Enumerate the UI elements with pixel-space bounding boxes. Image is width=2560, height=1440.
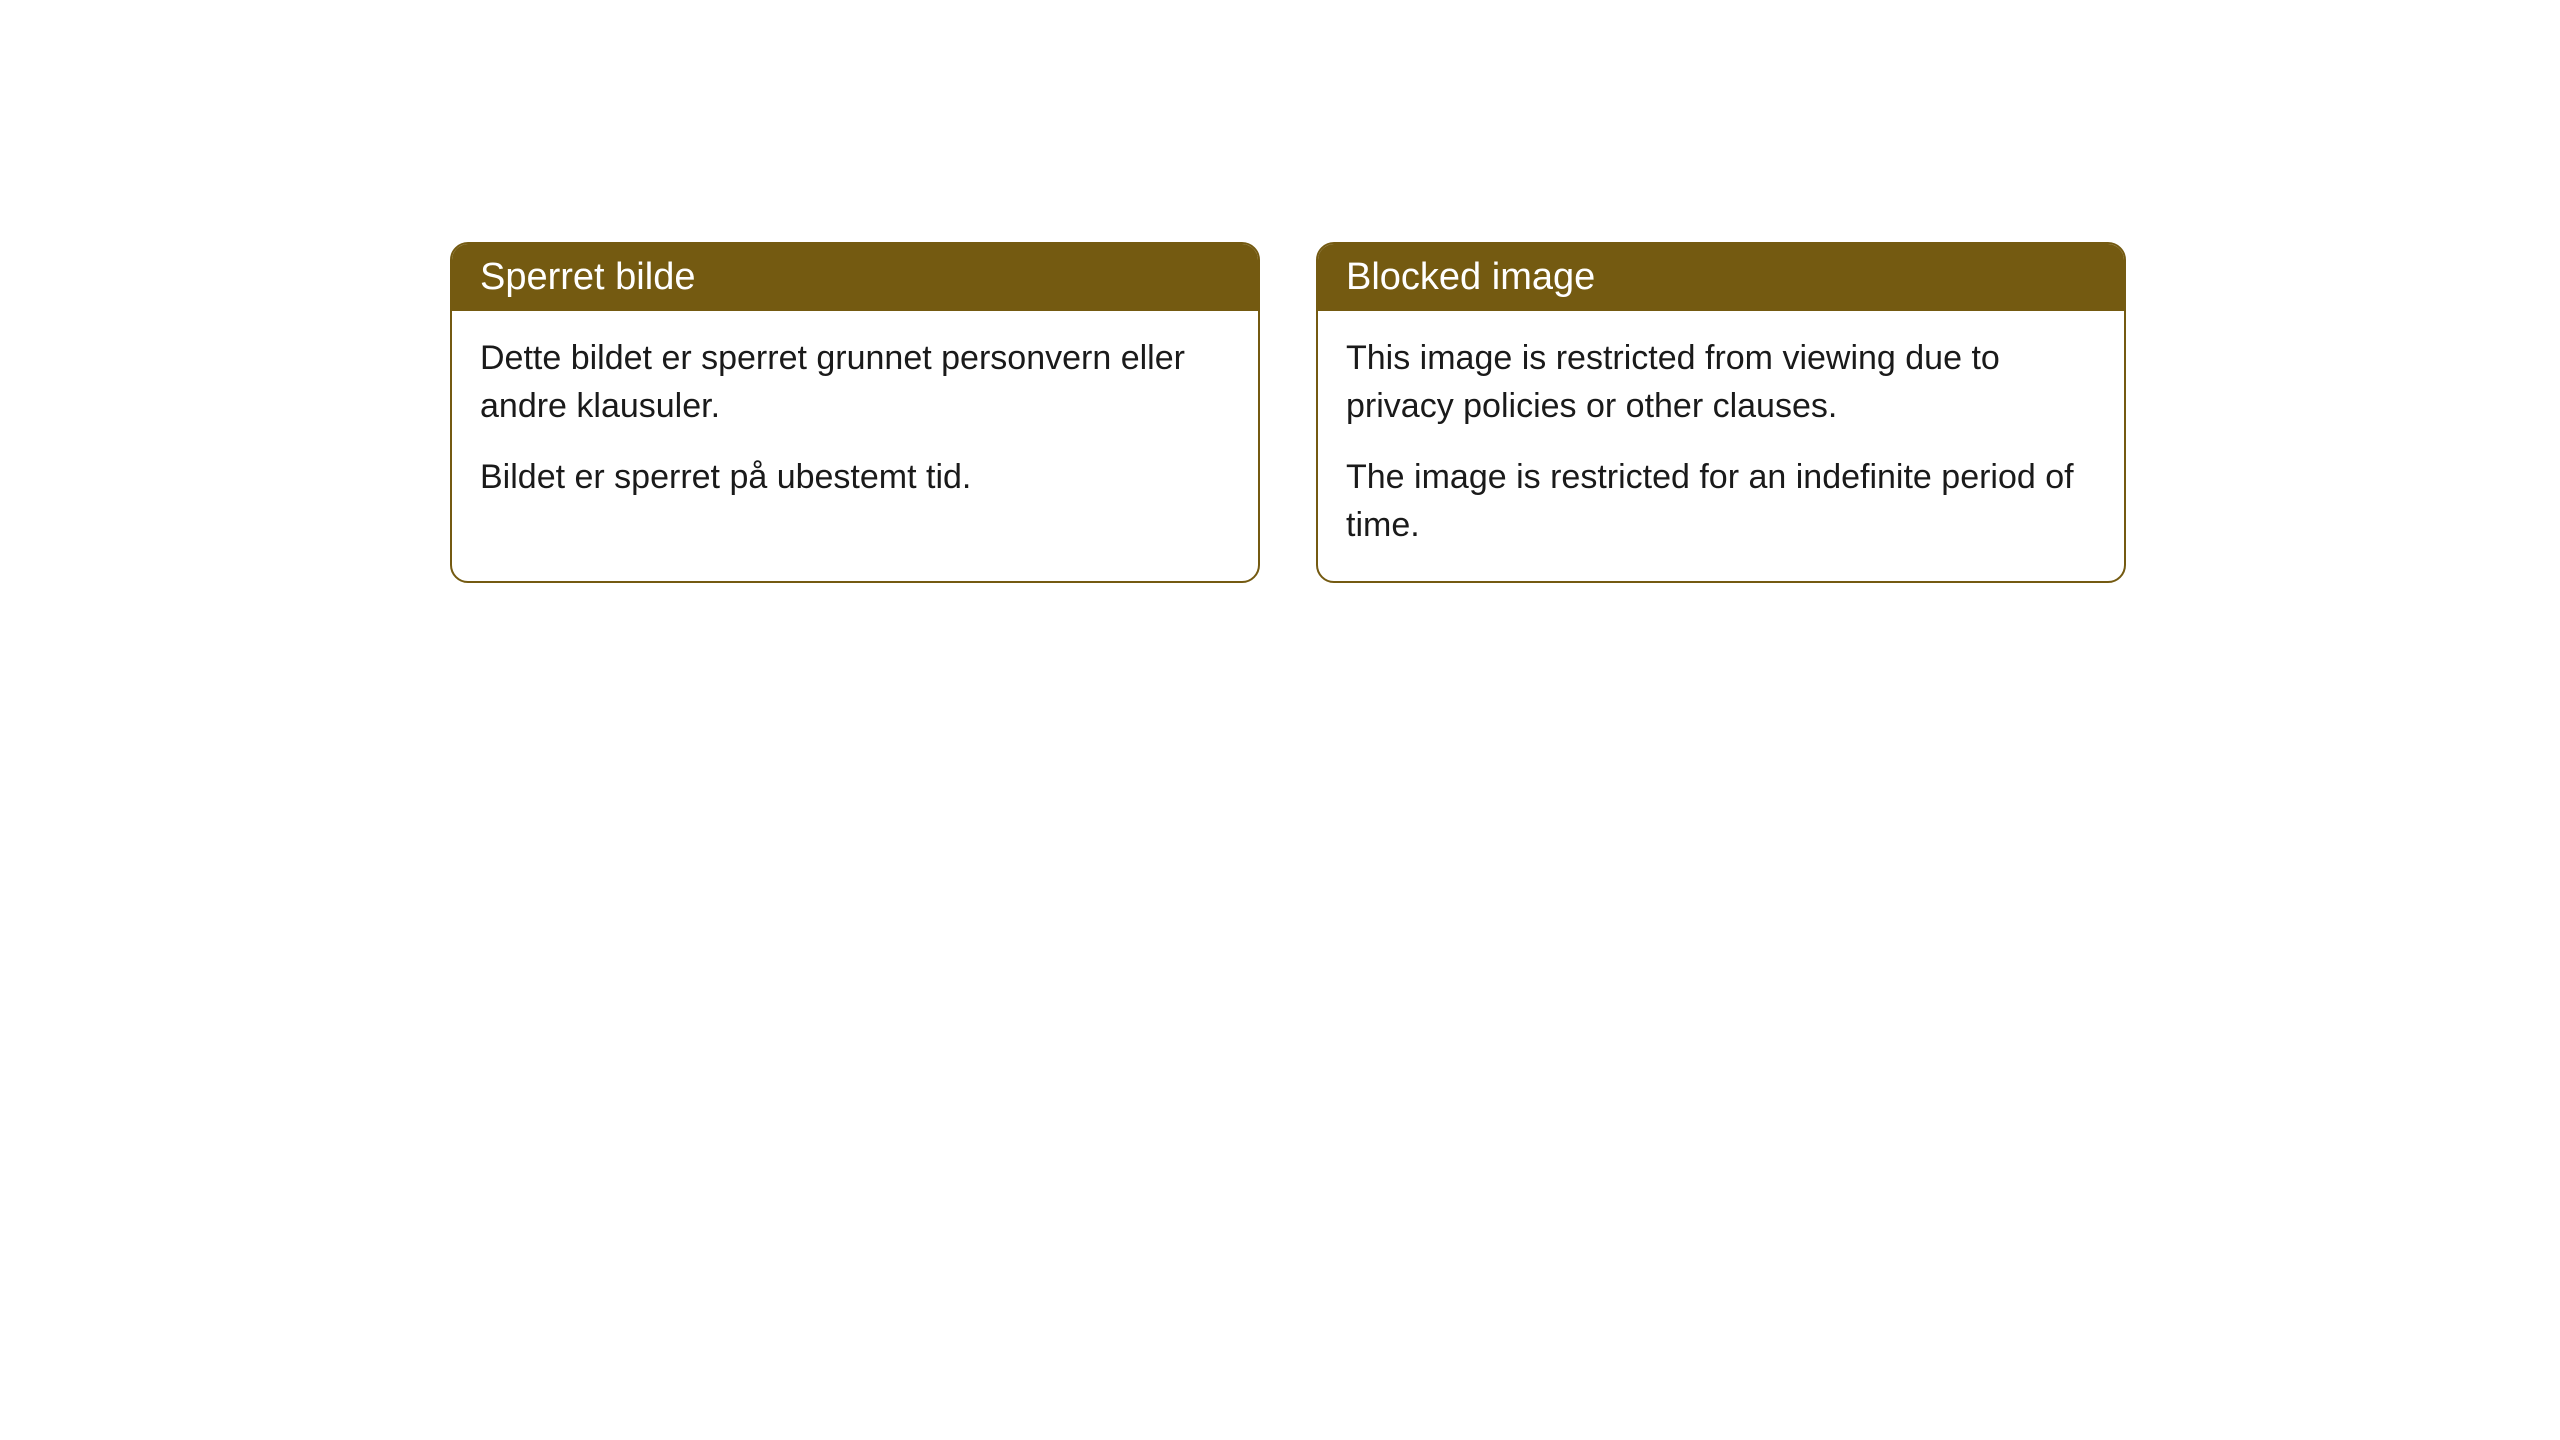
card-header-english: Blocked image [1318, 244, 2124, 311]
card-title: Sperret bilde [480, 256, 695, 298]
card-paragraph: Dette bildet er sperret grunnet personve… [480, 335, 1230, 430]
card-paragraph: The image is restricted for an indefinit… [1346, 454, 2096, 549]
card-header-norwegian: Sperret bilde [452, 244, 1258, 311]
notice-cards-container: Sperret bilde Dette bildet er sperret gr… [450, 242, 2126, 583]
notice-card-english: Blocked image This image is restricted f… [1316, 242, 2126, 583]
card-title: Blocked image [1346, 256, 1595, 298]
card-body-norwegian: Dette bildet er sperret grunnet personve… [452, 311, 1258, 534]
card-paragraph: This image is restricted from viewing du… [1346, 335, 2096, 430]
notice-card-norwegian: Sperret bilde Dette bildet er sperret gr… [450, 242, 1260, 583]
card-body-english: This image is restricted from viewing du… [1318, 311, 2124, 581]
card-paragraph: Bildet er sperret på ubestemt tid. [480, 454, 1230, 502]
